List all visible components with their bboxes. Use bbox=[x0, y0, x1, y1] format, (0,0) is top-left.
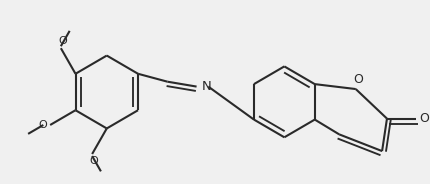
Text: O: O bbox=[58, 36, 67, 46]
Text: O: O bbox=[89, 156, 98, 166]
Text: O: O bbox=[38, 120, 47, 130]
Text: O: O bbox=[352, 73, 362, 86]
Text: N: N bbox=[201, 80, 211, 93]
Text: O: O bbox=[418, 112, 428, 125]
